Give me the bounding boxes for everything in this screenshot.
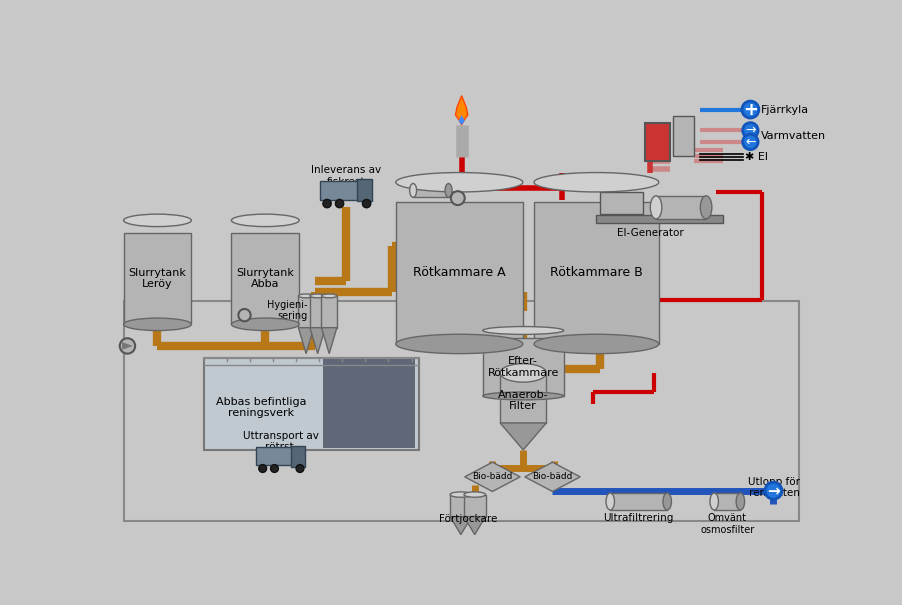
Bar (309, 296, 325, 328)
Ellipse shape (231, 214, 299, 227)
Ellipse shape (662, 493, 671, 510)
Text: Rötkammare B: Rötkammare B (549, 266, 642, 280)
Circle shape (323, 200, 331, 208)
Ellipse shape (605, 493, 613, 510)
Circle shape (741, 134, 758, 149)
Text: El-Generator: El-Generator (616, 228, 683, 238)
Circle shape (238, 309, 251, 321)
Bar (600, 192, 642, 214)
Ellipse shape (483, 392, 563, 400)
Bar (500, 373, 546, 423)
Circle shape (271, 465, 278, 473)
Text: Slurrytank
Leröy: Slurrytank Leröy (128, 268, 186, 289)
Text: →: → (767, 483, 779, 498)
Text: Utlopp för
renvatten: Utlopp för renvatten (748, 477, 799, 499)
Text: Varmvatten: Varmvatten (760, 131, 825, 141)
Bar (323, 359, 415, 448)
Ellipse shape (709, 493, 718, 510)
Ellipse shape (395, 334, 522, 354)
Bar (656, 196, 705, 219)
Circle shape (335, 200, 344, 208)
Bar (483, 338, 563, 396)
Ellipse shape (298, 294, 314, 298)
Polygon shape (458, 115, 465, 125)
Text: +: + (742, 100, 757, 119)
Text: Inleverans av
fiskrest: Inleverans av fiskrest (310, 165, 381, 186)
Bar (321, 296, 336, 328)
Polygon shape (309, 328, 325, 354)
Ellipse shape (483, 327, 563, 335)
Ellipse shape (231, 318, 299, 330)
Circle shape (741, 123, 758, 138)
Text: Hygieni-
sering: Hygieni- sering (267, 299, 308, 321)
Text: ←: ← (744, 136, 755, 148)
Bar (533, 201, 658, 344)
Bar (124, 301, 798, 521)
Text: Bio-bädd: Bio-bädd (531, 473, 572, 482)
Ellipse shape (449, 492, 471, 497)
Bar (595, 215, 723, 223)
Text: Fjärrkyla: Fjärrkyla (760, 105, 808, 114)
Text: ✱ El: ✱ El (744, 152, 767, 162)
Bar (713, 493, 740, 510)
Bar (610, 493, 667, 510)
Ellipse shape (309, 294, 325, 298)
Circle shape (296, 465, 304, 473)
Bar (256, 447, 293, 465)
Bar (204, 358, 419, 450)
Polygon shape (465, 462, 520, 491)
Ellipse shape (649, 196, 661, 219)
Bar (124, 233, 191, 324)
Ellipse shape (445, 183, 452, 197)
Polygon shape (455, 96, 467, 125)
Polygon shape (321, 328, 336, 354)
Ellipse shape (410, 183, 416, 197)
Text: Bio-bädd: Bio-bädd (472, 473, 512, 482)
Ellipse shape (124, 214, 191, 227)
Text: Omvänt
osmosfilter: Omvänt osmosfilter (699, 513, 753, 535)
Polygon shape (464, 517, 485, 535)
Ellipse shape (533, 172, 658, 192)
Bar (290, 446, 305, 466)
Ellipse shape (395, 172, 522, 192)
Ellipse shape (533, 334, 658, 354)
Ellipse shape (700, 196, 711, 219)
Bar (449, 494, 471, 517)
Bar (672, 116, 694, 155)
Bar (298, 296, 313, 328)
Bar (413, 183, 448, 197)
Text: Ultrafiltrering: Ultrafiltrering (603, 513, 673, 523)
Circle shape (120, 338, 135, 354)
Bar (356, 179, 372, 201)
Circle shape (259, 465, 266, 473)
Polygon shape (524, 462, 580, 491)
Text: Slurrytank
Abba: Slurrytank Abba (236, 268, 294, 289)
Bar (395, 201, 522, 344)
Bar (320, 181, 359, 200)
Text: Abbas befintliga
reningsverk: Abbas befintliga reningsverk (216, 397, 307, 418)
Circle shape (362, 200, 371, 208)
Ellipse shape (735, 493, 744, 510)
Bar (464, 494, 485, 517)
Text: Uttransport av
rötrst.: Uttransport av rötrst. (243, 431, 318, 453)
Text: Förtjockare: Förtjockare (438, 514, 496, 524)
Polygon shape (449, 517, 471, 535)
Circle shape (741, 101, 758, 118)
Ellipse shape (500, 364, 546, 382)
Bar (231, 233, 299, 324)
Ellipse shape (124, 318, 191, 330)
Text: Rötkammare A: Rötkammare A (412, 266, 505, 280)
Ellipse shape (321, 294, 336, 298)
Circle shape (450, 191, 465, 205)
Text: Anaerob-
Filter: Anaerob- Filter (497, 390, 548, 411)
Text: →: → (744, 124, 755, 137)
Bar (644, 123, 668, 161)
Polygon shape (298, 328, 313, 354)
Ellipse shape (464, 492, 485, 497)
Circle shape (764, 482, 781, 499)
Polygon shape (500, 423, 546, 450)
Polygon shape (122, 342, 133, 350)
Text: Efter-
Rötkammare: Efter- Rötkammare (487, 356, 558, 378)
